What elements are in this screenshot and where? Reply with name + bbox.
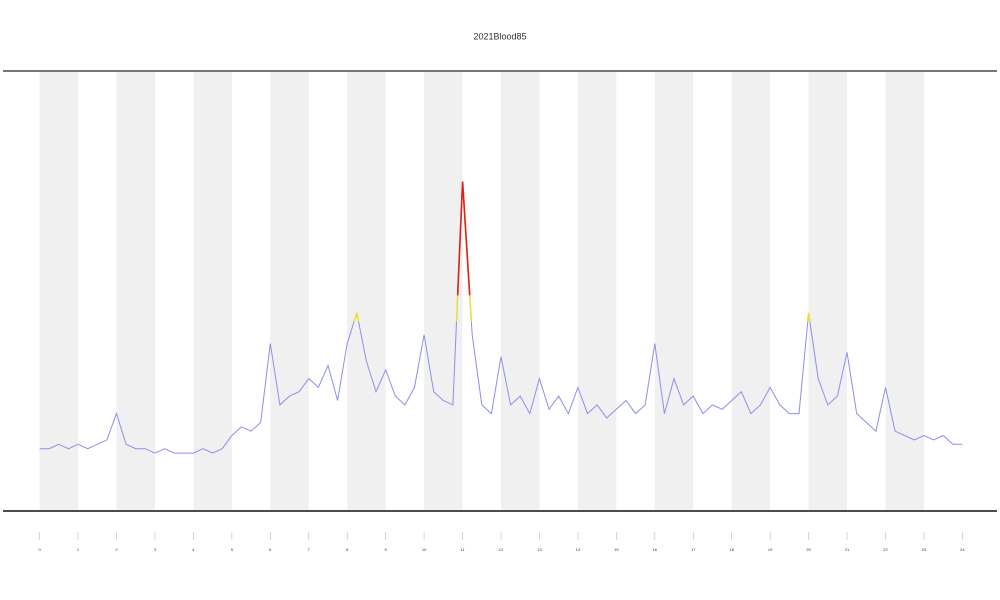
x-tick-label: 19 (768, 547, 773, 552)
x-tick-label: 17 (691, 547, 696, 552)
shade-band (424, 72, 463, 510)
shade-band (193, 72, 232, 510)
chart-title: 2021Blood85 (473, 31, 526, 41)
shade-band (347, 72, 386, 510)
shade-band (577, 72, 617, 510)
x-tick-label: 4 (192, 547, 195, 552)
x-tick-label: 14 (576, 547, 581, 552)
x-tick-label: 16 (653, 547, 658, 552)
shade-band (501, 72, 540, 510)
x-tick-label: 21 (845, 547, 850, 552)
x-tick-label: 20 (806, 547, 811, 552)
x-tick-label: 5 (231, 547, 234, 552)
x-tick-label: 1 (77, 547, 80, 552)
shade-band (885, 72, 924, 510)
x-tick-label: 3 (154, 547, 157, 552)
shade-band (39, 72, 79, 510)
line-highlight (353, 181, 811, 322)
shade-band (654, 72, 694, 510)
shade-band (116, 72, 155, 510)
x-tick-label: 15 (614, 547, 619, 552)
x-tick-label: 23 (922, 547, 927, 552)
x-tick-label: 12 (499, 547, 504, 552)
x-tick-label: 13 (537, 547, 542, 552)
x-tick-label: 6 (269, 547, 272, 552)
x-tick-label: 9 (385, 547, 388, 552)
x-tick-label: 11 (460, 547, 465, 552)
shading (39, 72, 924, 510)
x-tick-label: 7 (308, 547, 311, 552)
x-tick-label: 2 (115, 547, 118, 552)
x-tick-label: 22 (883, 547, 888, 552)
x-tick-label: 8 (346, 547, 349, 552)
x-tick-label: 18 (729, 547, 734, 552)
x-tick-label: 10 (422, 547, 427, 552)
shade-band (731, 72, 771, 510)
x-tick-label: 24 (960, 547, 965, 552)
shade-band (270, 72, 309, 510)
shade-band (808, 72, 848, 510)
x-tick-label: 0 (38, 547, 41, 552)
